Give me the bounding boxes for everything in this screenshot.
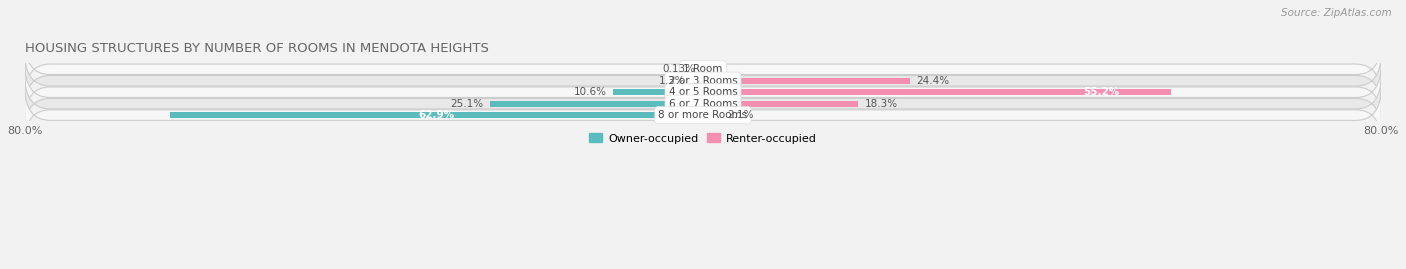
Bar [703,89,1171,95]
Text: 6 or 7 Rooms: 6 or 7 Rooms [669,99,737,109]
Text: 62.9%: 62.9% [418,110,454,120]
Text: 4 or 5 Rooms: 4 or 5 Rooms [669,87,737,97]
Text: 1 Room: 1 Room [683,64,723,74]
Text: 2.1%: 2.1% [727,110,754,120]
FancyBboxPatch shape [25,75,1381,133]
FancyBboxPatch shape [25,40,1381,98]
Text: 0.13%: 0.13% [662,64,695,74]
Bar [703,78,910,84]
Text: HOUSING STRUCTURES BY NUMBER OF ROOMS IN MENDOTA HEIGHTS: HOUSING STRUCTURES BY NUMBER OF ROOMS IN… [25,42,488,55]
Text: 10.6%: 10.6% [574,87,606,97]
Bar [703,101,858,107]
Bar [170,112,703,118]
FancyBboxPatch shape [25,63,1381,121]
Text: 24.4%: 24.4% [917,76,950,86]
Text: 18.3%: 18.3% [865,99,898,109]
Bar [613,89,703,95]
Text: Source: ZipAtlas.com: Source: ZipAtlas.com [1281,8,1392,18]
Bar [703,112,721,118]
Text: 1.3%: 1.3% [658,76,685,86]
Text: 8 or more Rooms: 8 or more Rooms [658,110,748,120]
Text: 25.1%: 25.1% [450,99,484,109]
Bar [692,78,703,84]
Text: 55.2%: 55.2% [1083,87,1119,97]
FancyBboxPatch shape [25,52,1381,110]
Bar [491,101,703,107]
FancyBboxPatch shape [25,86,1381,144]
Legend: Owner-occupied, Renter-occupied: Owner-occupied, Renter-occupied [585,129,821,148]
Text: 2 or 3 Rooms: 2 or 3 Rooms [669,76,737,86]
